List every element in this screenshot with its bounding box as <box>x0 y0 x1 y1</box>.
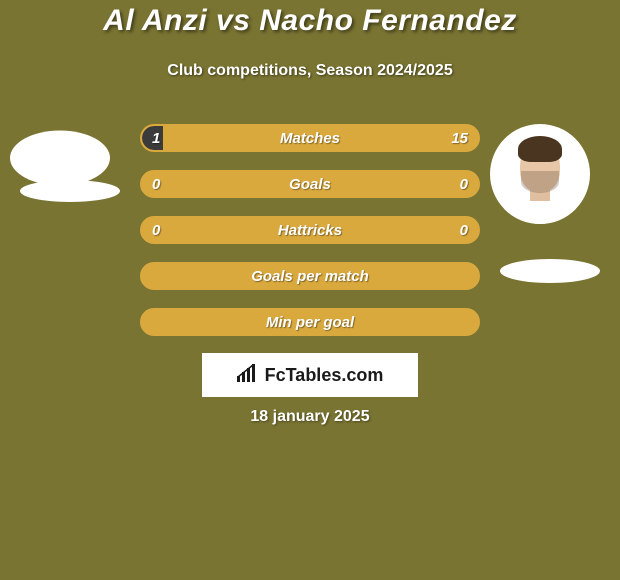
stat-row-goals-per-match: Goals per match <box>140 262 480 290</box>
stat-label: Min per goal <box>142 310 478 334</box>
stat-row-matches: 1 Matches 15 <box>140 124 480 152</box>
footer-date: 18 january 2025 <box>0 408 620 426</box>
player2-shadow-oval <box>500 259 600 283</box>
brand-badge: FcTables.com <box>202 353 418 397</box>
player2-avatar <box>490 124 590 224</box>
stat-label: Hattricks <box>142 218 478 242</box>
page-title: Al Anzi vs Nacho Fernandez <box>0 4 620 38</box>
player1-avatar <box>10 131 110 186</box>
stats-bars: 1 Matches 15 0 Goals 0 0 Hattricks 0 Goa… <box>140 124 480 354</box>
stat-label: Goals <box>142 172 478 196</box>
comparison-infographic: Al Anzi vs Nacho Fernandez Club competit… <box>0 0 620 580</box>
page-subtitle: Club competitions, Season 2024/2025 <box>0 62 620 80</box>
player1-shadow-oval <box>20 180 120 202</box>
stat-row-goals: 0 Goals 0 <box>140 170 480 198</box>
stat-p2-value: 15 <box>451 126 468 150</box>
stat-label: Matches <box>142 126 478 150</box>
bar-chart-icon <box>237 364 259 387</box>
stat-p2-value: 0 <box>460 172 468 196</box>
brand-text: FcTables.com <box>265 365 384 386</box>
stat-row-min-per-goal: Min per goal <box>140 308 480 336</box>
stat-p2-value: 0 <box>460 218 468 242</box>
stat-label: Goals per match <box>142 264 478 288</box>
stat-row-hattricks: 0 Hattricks 0 <box>140 216 480 244</box>
